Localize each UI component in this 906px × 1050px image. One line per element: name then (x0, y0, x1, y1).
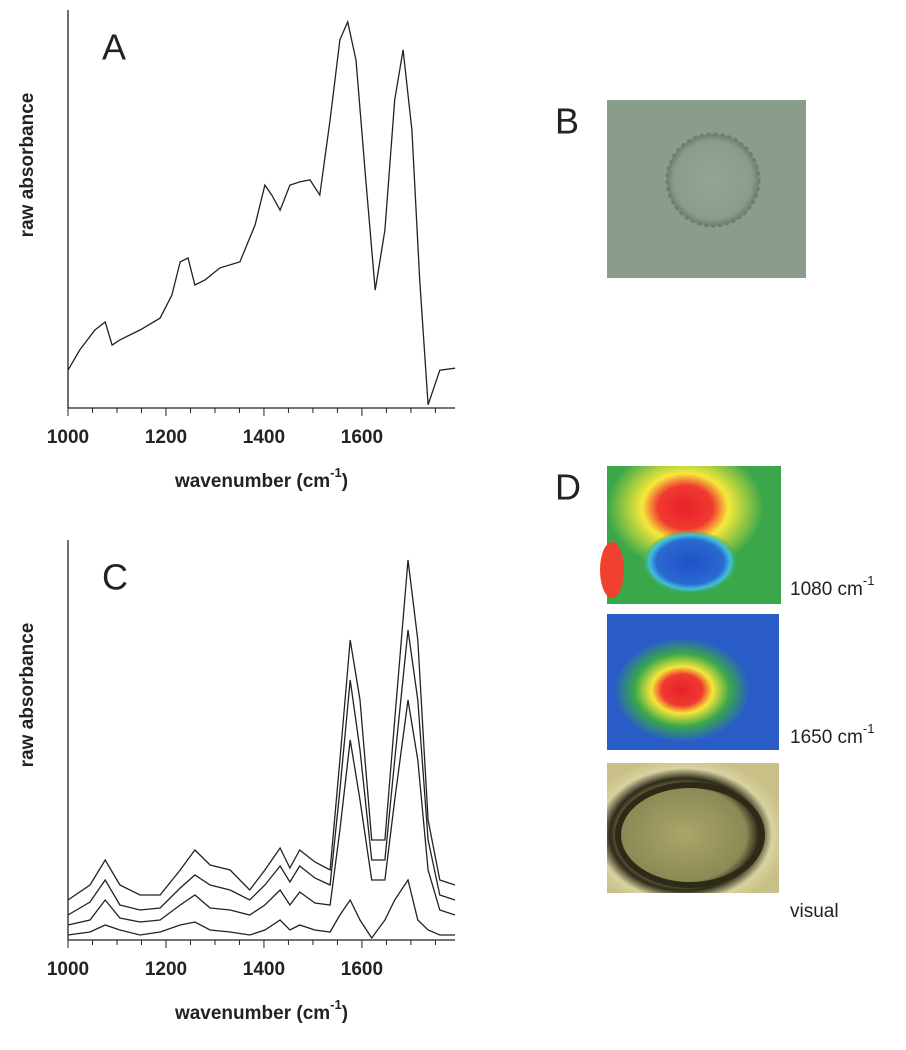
x-tick-label: 1000 (47, 427, 89, 448)
low-region (642, 530, 738, 594)
intensity (614, 638, 750, 742)
x-tick-label: 1000 (47, 959, 89, 980)
x-axis-label-text: ) (342, 471, 348, 492)
y-axis-label: raw absorbance (17, 93, 38, 238)
map-1080 (600, 466, 781, 604)
edge-region (600, 542, 624, 598)
x-tick-label: 1200 (145, 427, 187, 448)
cell-outline (615, 782, 765, 888)
x-axis-label-sup: -1 (330, 997, 342, 1012)
x-tick-label: 1400 (243, 959, 285, 980)
x-axis-label-sup: -1 (330, 465, 342, 480)
visual-image (607, 763, 779, 893)
x-tick-label: 1400 (243, 427, 285, 448)
y-axis-label: raw absorbance (17, 623, 38, 768)
x-tick-label: 1200 (145, 959, 187, 980)
map-label: 1080 cm-1 (790, 573, 874, 600)
map-label: visual (790, 901, 839, 922)
spectrum-line (67, 878, 455, 940)
panel-label: B (555, 101, 579, 142)
panel-label: C (102, 557, 128, 598)
spectrum-line (67, 699, 456, 926)
map-label-text: 1650 cm (790, 727, 863, 748)
spectrum-line (67, 19, 456, 406)
cell (665, 132, 761, 228)
spectrum-line (67, 559, 456, 901)
map-label-text: 1080 cm (790, 579, 863, 600)
map-label-sup: -1 (863, 721, 875, 736)
x-tick-label: 1600 (341, 959, 383, 980)
panel-label: D (555, 467, 581, 508)
image-b (607, 100, 806, 278)
x-axis-label-text: wavenumber (cm (174, 471, 330, 492)
x-tick-label: 1600 (341, 427, 383, 448)
x-axis-label: wavenumber (cm-1) (174, 997, 348, 1024)
x-axis-label-text: wavenumber (cm (174, 1003, 330, 1024)
panel-label: A (102, 27, 126, 68)
map-label: 1650 cm-1 (790, 721, 874, 748)
map-1650 (607, 614, 779, 750)
spectrum-line (67, 629, 456, 916)
x-axis-label-text: ) (342, 1003, 348, 1024)
x-axis-label: wavenumber (cm-1) (174, 465, 348, 492)
map-label-sup: -1 (863, 573, 875, 588)
